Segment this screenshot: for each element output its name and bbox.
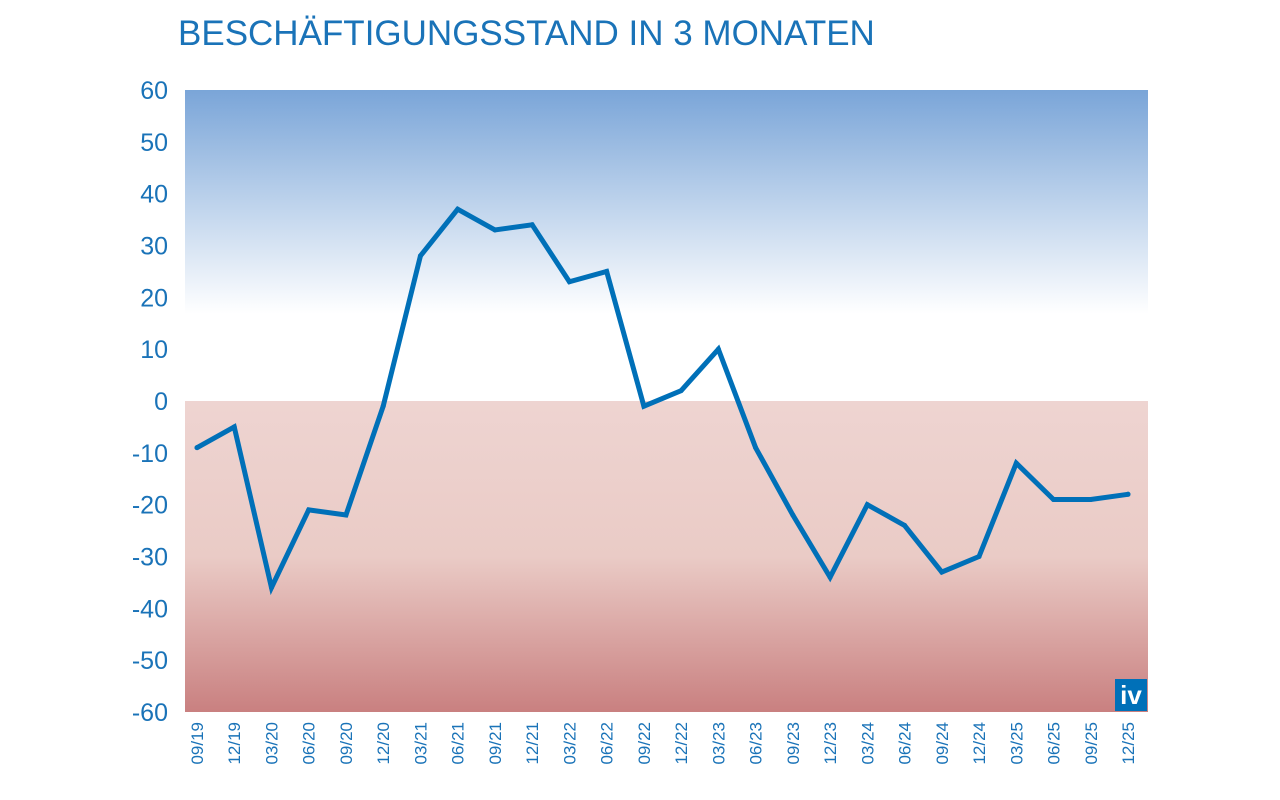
data-point	[417, 253, 423, 259]
data-point	[194, 445, 200, 451]
negative-zone-background	[185, 401, 1148, 712]
data-point	[492, 227, 498, 233]
x-tick-label: 12/23	[821, 722, 840, 765]
x-tick-label: 03/21	[411, 722, 430, 765]
x-tick-label: 06/23	[747, 722, 766, 765]
x-tick-label: 12/25	[1119, 722, 1138, 765]
x-tick-label: 12/21	[523, 722, 542, 765]
x-tick-label: 03/20	[262, 722, 281, 765]
x-tick-label: 06/25	[1045, 722, 1064, 765]
y-tick-label: -60	[132, 699, 168, 727]
chart-title: BESCHÄFTIGUNGSSTAND IN 3 MONATEN	[178, 14, 875, 53]
iv-logo: iv	[1115, 679, 1147, 711]
data-point	[976, 554, 982, 559]
y-tick-label: 30	[140, 233, 168, 261]
series-line	[194, 206, 1131, 596]
y-tick-label: 0	[154, 388, 168, 416]
x-tick-label: 09/24	[933, 722, 952, 765]
data-point	[306, 507, 312, 513]
x-tick-label: 06/20	[300, 722, 319, 765]
svg-text:iv: iv	[1120, 680, 1142, 710]
data-point	[1013, 460, 1019, 466]
y-tick-label: -20	[132, 492, 168, 520]
data-point	[343, 512, 349, 518]
x-tick-label: 12/20	[374, 722, 393, 765]
x-tick-label: 03/23	[709, 722, 728, 765]
x-tick-label: 09/25	[1082, 722, 1101, 765]
y-tick-label: 60	[140, 77, 168, 105]
y-tick-label: 20	[140, 284, 168, 312]
x-tick-label: 12/24	[970, 722, 989, 765]
y-tick-label: 50	[140, 129, 168, 157]
data-point	[604, 268, 610, 274]
data-point	[753, 445, 759, 451]
data-point	[939, 569, 945, 575]
y-tick-label: -10	[132, 440, 168, 468]
data-point	[566, 279, 572, 285]
x-tick-label: 06/22	[598, 722, 617, 765]
data-point	[1088, 496, 1094, 502]
data-point	[268, 585, 274, 591]
x-tick-label: 09/19	[188, 722, 207, 765]
x-tick-label: 12/22	[672, 722, 691, 765]
data-point	[231, 424, 237, 430]
data-point	[380, 403, 386, 409]
data-point	[641, 403, 647, 409]
data-point	[790, 512, 796, 518]
x-tick-label: 03/24	[858, 722, 877, 765]
data-point	[1125, 491, 1131, 497]
y-tick-label: -30	[132, 544, 168, 572]
data-point	[715, 346, 721, 352]
data-point	[678, 388, 684, 394]
x-tick-label: 09/22	[635, 722, 654, 765]
data-point	[1051, 496, 1057, 502]
data-point	[827, 574, 833, 580]
x-tick-label: 09/20	[337, 722, 356, 765]
x-tick-label: 12/19	[225, 722, 244, 765]
x-tick-label: 06/21	[449, 722, 468, 765]
y-tick-label: 10	[140, 336, 168, 364]
y-tick-label: -40	[132, 595, 168, 623]
x-tick-label: 03/25	[1007, 722, 1026, 765]
data-point	[529, 222, 535, 228]
x-tick-label: 06/24	[896, 722, 915, 765]
x-tick-label: 03/22	[560, 722, 579, 765]
data-point	[864, 502, 870, 508]
y-tick-label: 40	[140, 181, 168, 209]
x-tick-label: 09/21	[486, 722, 505, 765]
data-point	[902, 522, 908, 528]
positive-zone-background	[185, 90, 1148, 401]
y-tick-label: -50	[132, 647, 168, 675]
x-tick-label: 09/23	[784, 722, 803, 765]
data-point	[455, 206, 461, 212]
